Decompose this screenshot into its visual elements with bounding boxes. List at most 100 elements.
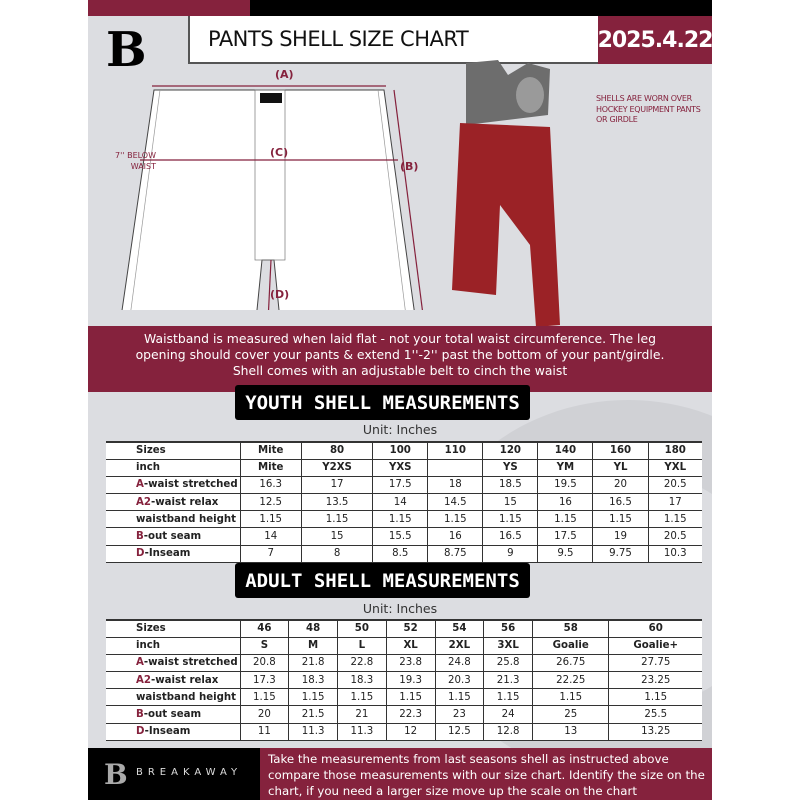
table-cell: 54 <box>434 620 484 638</box>
table-row: A2-waist relax 12.5 13.5 14 14.5 15 16 16.5 17 <box>106 493 702 512</box>
row-label: A-waist stretched <box>106 654 240 673</box>
table-cell: 21.8 <box>288 654 338 673</box>
row-label: waistband height <box>106 688 240 707</box>
table-cell: 16 <box>537 493 593 512</box>
measure-letter: A2 <box>136 674 151 686</box>
table-cell: 1.15 <box>592 510 649 529</box>
measure-letter: D <box>136 726 145 738</box>
table-cell: 25.5 <box>608 705 702 724</box>
table-cell: 15.5 <box>372 527 428 546</box>
table-cell: 27.75 <box>608 654 702 673</box>
table-cell: 1.15 <box>288 688 338 707</box>
table-cell: 20.5 <box>647 527 702 546</box>
table-cell: 1.15 <box>385 688 435 707</box>
table-cell: 11 <box>239 723 289 741</box>
table-row: A-waist stretched 20.8 21.8 22.8 23.8 24.8 25.… <box>106 654 702 673</box>
brand-name: BREAKAWAY <box>136 767 243 778</box>
row-label-text: -waist relax <box>150 674 219 686</box>
table-cell: Mite <box>239 442 302 460</box>
table-row: Sizes Mite 80 100 110 120 140 160 180 <box>106 442 702 460</box>
row-label-text: Sizes <box>136 623 166 635</box>
table-cell: Mite <box>239 459 302 477</box>
table-row: D-Inseam 7 8 8.5 8.75 9 9.5 9.75 10.3 <box>106 545 702 563</box>
table-cell: M <box>288 637 338 655</box>
table-cell: 23 <box>434 705 484 724</box>
table-cell: 110 <box>427 442 483 460</box>
table-cell: 16 <box>427 527 483 546</box>
measure-letter: D <box>136 548 145 560</box>
measure-letter: A2 <box>136 496 151 508</box>
table-cell: 1.15 <box>531 688 609 707</box>
row-label: D-Inseam <box>106 545 240 563</box>
table-cell: 25.8 <box>483 654 533 673</box>
row-label: A2-waist relax <box>106 671 240 690</box>
top-bar <box>250 0 712 16</box>
table-row: B-out seam 20 21.5 21 22.3 23 24 25 25.5 <box>106 705 702 724</box>
table-cell: 140 <box>537 442 593 460</box>
table-cell: 1.15 <box>239 510 302 529</box>
youth-size-table: Sizes Mite 80 100 110 120 140 160 180 inch Mite Y2X… <box>106 441 702 563</box>
table-cell: 1.15 <box>482 510 538 529</box>
table-cell: 1.15 <box>372 510 428 529</box>
table-cell: 18.3 <box>288 671 338 690</box>
table-cell: 17.3 <box>239 671 289 690</box>
table-cell: 48 <box>288 620 338 638</box>
label-a: (A) <box>275 68 294 81</box>
table-cell: 22.3 <box>385 705 435 724</box>
label-b: (B) <box>400 160 419 173</box>
footer-logo: B <box>104 758 128 791</box>
table-cell: 12.5 <box>434 723 484 741</box>
table-cell: 8.75 <box>427 545 483 563</box>
table-cell: 20.8 <box>239 654 289 673</box>
table-cell: YM <box>537 459 593 477</box>
row-label-text: -out seam <box>143 709 202 721</box>
table-row: D-Inseam 11 11.3 11.3 12 12.5 12.8 13 13.25 <box>106 723 702 741</box>
label-c: (C) <box>270 146 289 159</box>
table-cell: 22.8 <box>337 654 387 673</box>
measurement-info-banner: Waistband is measured when laid flat - n… <box>88 326 712 392</box>
table-cell: 80 <box>300 442 373 460</box>
table-cell: 23.8 <box>385 654 435 673</box>
table-row: inch Mite Y2XS YXS YS YM YL YXL <box>106 459 702 477</box>
table-cell <box>427 459 483 477</box>
table-cell: 18 <box>427 476 483 495</box>
brand-logo: B <box>106 22 147 78</box>
table-cell: 56 <box>483 620 533 638</box>
table-cell: Goalie+ <box>608 637 702 655</box>
row-label: Sizes <box>106 442 240 460</box>
table-cell: Y2XS <box>300 459 373 477</box>
table-cell: 1.15 <box>434 688 484 707</box>
youth-unit-label: Unit: Inches <box>362 422 438 437</box>
table-row: A-waist stretched 16.3 17 17.5 18 18.5 19.5 20 2… <box>106 476 702 495</box>
table-cell: 16.5 <box>592 493 649 512</box>
table-row: Sizes 46 48 50 52 54 56 58 60 <box>106 620 702 638</box>
table-cell: YXS <box>372 459 428 477</box>
row-label: B-out seam <box>106 705 240 724</box>
table-cell: 17.5 <box>537 527 593 546</box>
row-label-text: waistband height <box>136 513 237 525</box>
table-cell: 19.5 <box>537 476 593 495</box>
table-cell: YS <box>482 459 538 477</box>
row-label: B-out seam <box>106 527 240 546</box>
table-cell: 24.8 <box>434 654 484 673</box>
row-label: waistband height <box>106 510 240 529</box>
table-cell: 19 <box>592 527 649 546</box>
table-cell: L <box>337 637 387 655</box>
table-cell: 19.3 <box>385 671 435 690</box>
size-chart-page: B PANTS SHELL SIZE CHART 2025.4.22 (A) (… <box>88 0 712 800</box>
table-cell: 1.15 <box>239 688 289 707</box>
table-cell: 3XL <box>483 637 533 655</box>
table-cell: 9.5 <box>537 545 593 563</box>
table-cell: Goalie <box>531 637 609 655</box>
table-cell: 18.3 <box>337 671 387 690</box>
table-cell: 13.25 <box>608 723 702 741</box>
adult-size-table: Sizes 46 48 50 52 54 56 58 60 inch S M L XL 2XL 3XL Goal… <box>106 619 702 741</box>
table-cell: 7 <box>239 545 302 563</box>
table-cell: 58 <box>531 620 609 638</box>
table-cell: 1.15 <box>427 510 483 529</box>
table-cell: 20 <box>239 705 289 724</box>
adult-section-title: ADULT SHELL MEASUREMENTS <box>235 563 530 598</box>
table-cell: 26.75 <box>531 654 609 673</box>
table-cell: 11.3 <box>288 723 338 741</box>
table-cell: 15 <box>482 493 538 512</box>
